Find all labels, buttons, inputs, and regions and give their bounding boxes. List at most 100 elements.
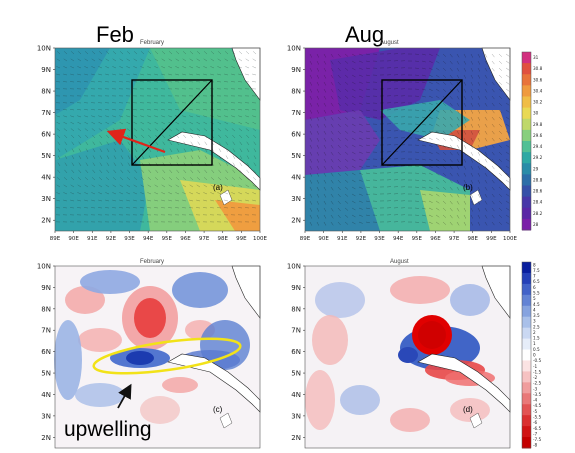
vector-arrow xyxy=(203,207,208,209)
vector-arrow xyxy=(351,81,356,85)
vector-arrow xyxy=(463,221,467,226)
vector-arrow xyxy=(323,165,327,170)
vector-arrow xyxy=(477,67,481,72)
colorbar-label: 0.5 xyxy=(533,347,540,352)
vector-arrow xyxy=(225,162,229,167)
colorbar-anomaly: 87.576.565.554.543.532.521.510.50-0.5-1-… xyxy=(521,261,542,449)
vector-arrow xyxy=(133,199,138,202)
vector-arrow xyxy=(309,67,312,72)
vector-arrow xyxy=(119,58,124,62)
vector-arrow xyxy=(161,177,166,181)
vector-arrow xyxy=(456,144,460,149)
vector-arrow xyxy=(365,200,370,203)
vector-arrow xyxy=(442,116,447,120)
vector-arrow xyxy=(463,88,467,93)
vector-arrow xyxy=(337,172,341,177)
vector-arrow xyxy=(84,73,89,76)
vector-arrow xyxy=(175,199,180,202)
vector-arrow xyxy=(435,123,440,127)
vector-arrow xyxy=(252,184,257,188)
vector-arrow xyxy=(505,67,510,71)
vector-arrow xyxy=(175,58,180,62)
vector-arrow xyxy=(316,158,319,163)
vector-arrow xyxy=(133,58,138,62)
vector-arrow xyxy=(316,53,319,58)
vector-arrow xyxy=(56,184,61,188)
vector-arrow xyxy=(238,51,243,55)
vector-arrow xyxy=(470,88,473,93)
vector-field-b xyxy=(309,53,510,226)
vector-arrow xyxy=(323,137,327,142)
vector-arrow xyxy=(309,74,312,79)
vector-arrow xyxy=(190,141,194,146)
vector-arrow xyxy=(112,66,117,69)
vector-arrow xyxy=(245,192,250,195)
vector-arrow xyxy=(442,109,447,113)
vector-arrow xyxy=(463,214,467,219)
vector-arrow xyxy=(428,88,433,91)
vector-arrow xyxy=(428,74,433,77)
vector-arrow xyxy=(190,134,194,139)
vector-arrow xyxy=(231,73,236,76)
vector-arrow xyxy=(442,221,447,225)
vector-arrow xyxy=(330,109,334,114)
vector-arrow xyxy=(140,73,145,76)
vector-arrow xyxy=(246,141,250,146)
vector-arrow xyxy=(491,158,495,163)
vector-arrow xyxy=(189,199,194,202)
vector-arrow xyxy=(491,214,495,219)
vector-arrow xyxy=(477,214,481,219)
vector-arrow xyxy=(421,74,426,77)
vector-arrow xyxy=(330,53,334,58)
x-tick-label: 100E xyxy=(503,236,517,242)
vector-arrow xyxy=(344,158,349,162)
vector-arrow xyxy=(435,200,440,204)
vector-arrow xyxy=(113,155,117,160)
vector-arrow xyxy=(91,81,96,83)
vector-arrow xyxy=(113,169,117,174)
vector-arrow xyxy=(141,148,145,153)
vector-arrow xyxy=(505,193,510,197)
vector-arrow xyxy=(344,102,349,106)
vector-arrow xyxy=(505,165,510,169)
vector-arrow xyxy=(484,214,488,219)
vector-arrow xyxy=(196,73,201,76)
vector-arrow xyxy=(309,165,312,170)
vector-arrow xyxy=(84,58,89,62)
vector-arrow xyxy=(63,199,68,202)
vector-arrow xyxy=(456,158,460,163)
vector-arrow xyxy=(463,144,467,149)
vector-arrow xyxy=(421,207,426,210)
vector-arrow xyxy=(365,221,370,224)
vector-arrow xyxy=(70,121,75,125)
vector-arrow xyxy=(463,95,467,100)
vector-arrow xyxy=(470,95,473,100)
vector-arrow xyxy=(484,144,488,149)
vector-arrow xyxy=(176,141,180,146)
vector-arrow xyxy=(442,172,447,176)
vector-arrow xyxy=(323,67,327,72)
vector-arrow xyxy=(330,81,334,86)
y-tick-label: 8N xyxy=(41,305,51,313)
vector-arrow xyxy=(245,81,250,83)
colorbar-swatch xyxy=(522,338,531,351)
vector-arrow xyxy=(498,158,503,162)
colorbar-label: 30.2 xyxy=(533,100,543,105)
vector-arrow xyxy=(491,207,495,212)
vector-arrow xyxy=(224,115,229,118)
vector-arrow xyxy=(421,130,426,133)
vector-arrow xyxy=(449,109,453,114)
vector-arrow xyxy=(105,66,110,69)
y-tick-label: 6N xyxy=(41,348,51,356)
vector-arrow xyxy=(189,73,194,76)
vector-arrow xyxy=(323,193,327,198)
y-tick-label: 3N xyxy=(291,195,301,203)
colorbar-label: 4 xyxy=(533,307,536,312)
vector-arrow xyxy=(154,121,159,125)
vector-arrow xyxy=(456,74,460,79)
vector-arrow xyxy=(316,95,319,100)
vector-arrow xyxy=(161,184,166,188)
vector-arrow xyxy=(175,184,180,188)
vector-arrow xyxy=(337,81,341,86)
vector-arrow xyxy=(358,214,363,217)
